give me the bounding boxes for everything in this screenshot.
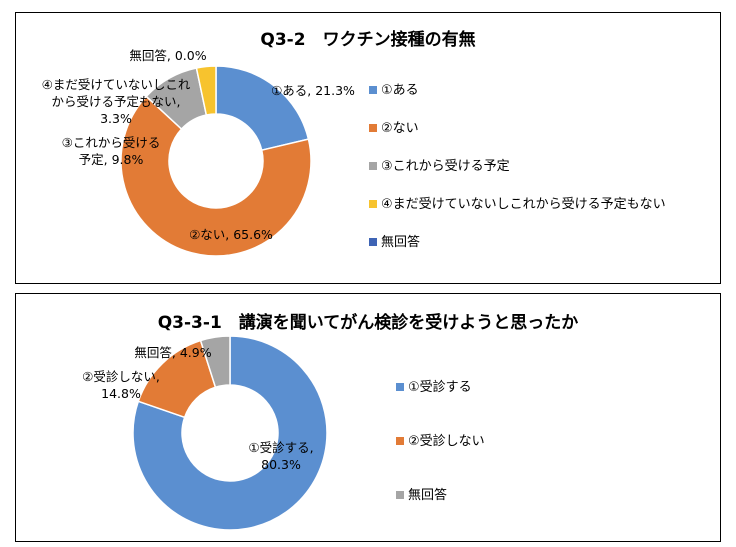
legend-label: ①受診する xyxy=(408,380,472,395)
chart-title: Q3-3-1 講演を聞いてがん検診を受けようと思ったか xyxy=(157,313,579,333)
data-label-4: ④まだ受けていないしこれから受ける予定もない, 3.3% xyxy=(42,77,191,126)
legend-swatch xyxy=(369,85,377,94)
legend-item-3: ③これから受ける予定 xyxy=(369,155,510,174)
legend-swatch xyxy=(369,161,377,170)
donut-slice-1 xyxy=(132,335,328,531)
legend-swatch xyxy=(369,199,377,208)
legend-swatch xyxy=(396,436,404,445)
donut-slice-3 xyxy=(199,335,231,389)
legend-item-4: ④まだ受けていないしこれから受ける予定もない xyxy=(369,193,666,212)
vaccine-chart-panel: Q3-2 ワクチン接種の有無 ①ある, 21.3% ②ない, 65.6% ③これから… xyxy=(15,12,721,284)
legend-swatch xyxy=(396,382,404,391)
data-label-1: ①受診する, 80.3% xyxy=(248,440,313,472)
vaccine-donut-chart: ①ある, 21.3% ②ない, 65.6% ③これから受ける予定, 9.8% ④まだ受… xyxy=(42,48,355,257)
legend-item-2: ②ない xyxy=(369,117,419,136)
data-label-3: ③これから受ける予定, 9.8% xyxy=(62,135,161,167)
screening-donut-chart: ①受診する, 80.3% ②受診しない, 14.8% 無回答, 4.9% xyxy=(82,335,328,531)
donut-slice-1 xyxy=(215,65,310,152)
donut-slice-4 xyxy=(195,65,217,116)
data-label-1: ①ある, 21.3% xyxy=(271,83,355,98)
chart-title: Q3-2 ワクチン接種の有無 xyxy=(260,30,476,50)
screening-chart-panel: Q3-3-1 講演を聞いてがん検診を受けようと思ったか ①受診する, 80.3% ②… xyxy=(15,293,721,542)
legend-label: ③これから受ける予定 xyxy=(381,159,510,174)
legend-swatch xyxy=(369,123,377,132)
legend-item-2: ②受診しない xyxy=(396,430,485,449)
legend-label: ①ある xyxy=(381,83,419,98)
legend-label: ②受診しない xyxy=(408,434,485,449)
legend-label: ②ない xyxy=(381,121,419,136)
legend-item-1: ①ある xyxy=(369,79,419,98)
legend-item-1: ①受診する xyxy=(396,376,472,395)
data-label-3: 無回答, 4.9% xyxy=(134,345,211,360)
donut-slice-2 xyxy=(120,95,312,257)
legend-swatch xyxy=(396,490,404,499)
legend-swatch xyxy=(369,237,377,246)
data-label-5: 無回答, 0.0% xyxy=(129,48,206,63)
legend-label: 無回答 xyxy=(408,488,448,503)
data-label-2: ②ない, 65.6% xyxy=(189,227,273,242)
legend-item-3: 無回答 xyxy=(396,484,447,503)
legend-label: ④まだ受けていないしこれから受ける予定もない xyxy=(381,197,666,212)
data-label-2: ②受診しない, 14.8% xyxy=(82,369,160,401)
legend-label: 無回答 xyxy=(381,235,421,250)
legend-item-5: 無回答 xyxy=(369,231,420,250)
